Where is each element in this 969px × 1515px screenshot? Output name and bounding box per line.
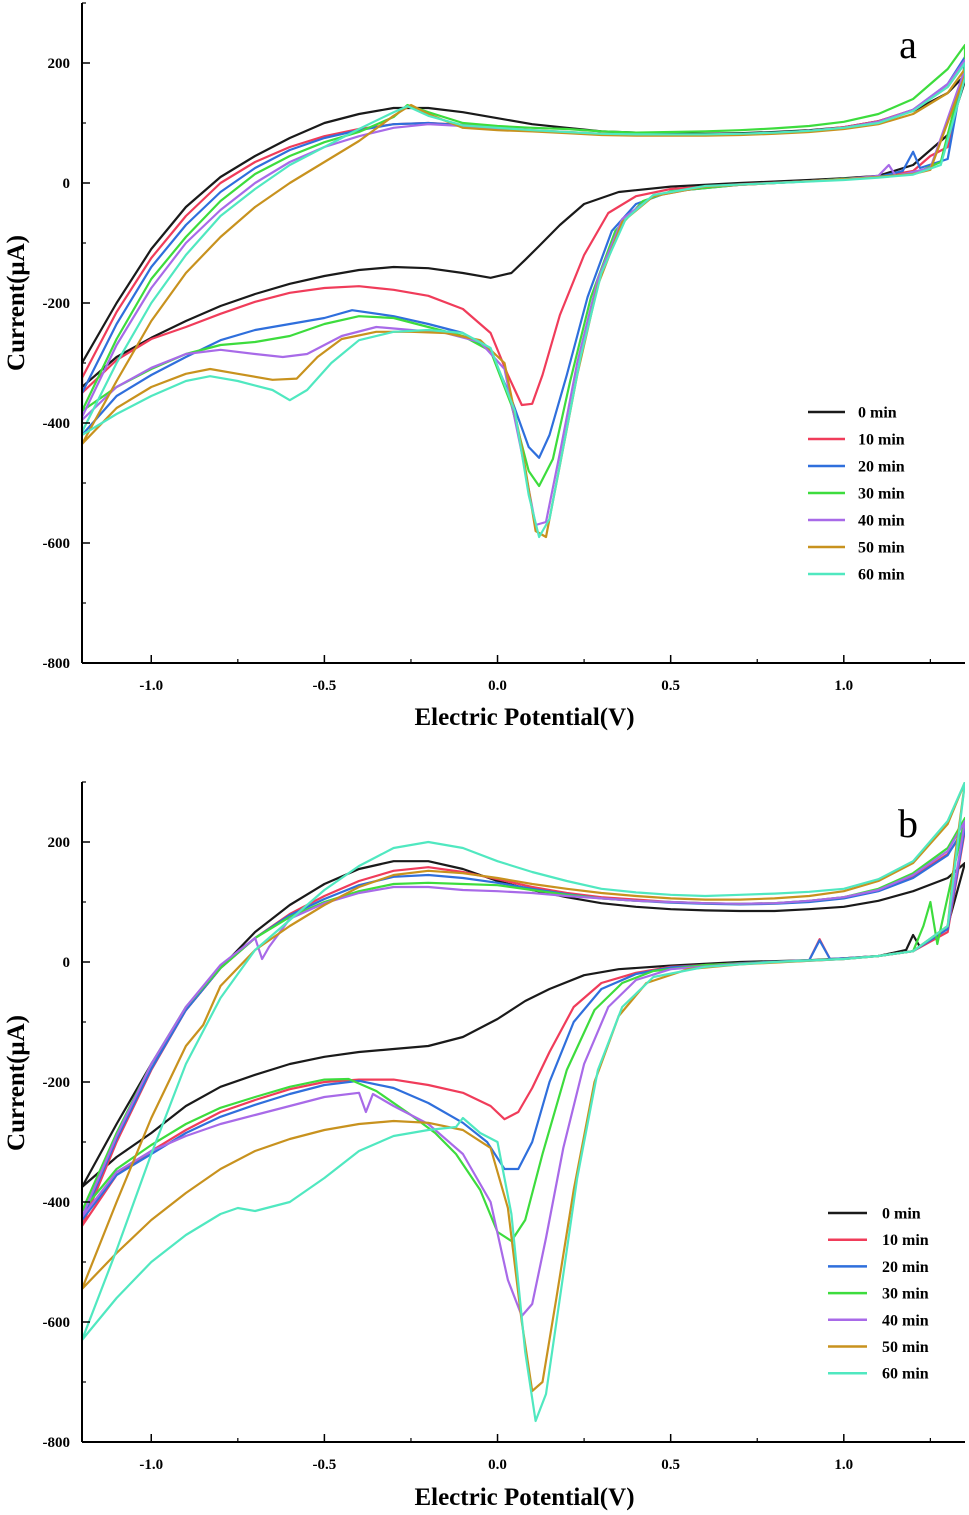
legend-label: 0 min bbox=[882, 1206, 921, 1223]
y-axis-title: Current(μA) bbox=[3, 1015, 30, 1151]
legend-label: 40 min bbox=[858, 513, 905, 530]
series-curve-30-min bbox=[82, 43, 965, 488]
legend: 0 min 10 min 20 min 30 min 40 min 50 min 60 mi… bbox=[828, 1206, 929, 1383]
y-tick-label: -800 bbox=[43, 1435, 71, 1451]
legend-label: 60 min bbox=[882, 1366, 929, 1383]
legend-label: 10 min bbox=[882, 1232, 929, 1249]
legend-label: 0 min bbox=[858, 405, 897, 422]
y-tick-label: -200 bbox=[43, 1075, 71, 1091]
series-curve-0-min bbox=[82, 860, 965, 1189]
legend: 0 min 10 min 20 min 30 min 40 min 50 min 60 mi… bbox=[808, 405, 905, 584]
series-curve-60-min bbox=[82, 782, 965, 1423]
panel-label: b bbox=[898, 801, 918, 846]
series-curve-60-min bbox=[82, 61, 965, 539]
x-tick-label: 0.5 bbox=[661, 1457, 680, 1473]
panel-label: a bbox=[899, 22, 917, 67]
legend-label: 50 min bbox=[858, 540, 905, 557]
y-tick-label: 0 bbox=[63, 176, 71, 192]
chart-panel-b: -1.0 -0.5 0.0 0.5 1.0 -800 -600 -400 -200 0 200 Ele… bbox=[3, 781, 965, 1511]
y-tick-label: 200 bbox=[48, 835, 71, 851]
y-tick-label: 0 bbox=[63, 955, 71, 971]
x-tick-label: 1.0 bbox=[834, 1457, 853, 1473]
series-curve-30-min bbox=[82, 816, 965, 1243]
x-tick-label: -1.0 bbox=[139, 678, 163, 694]
series-curve-0-min bbox=[82, 73, 965, 389]
x-tick-label: -0.5 bbox=[313, 1457, 337, 1473]
y-axis-title: Current(μA) bbox=[3, 235, 30, 371]
series-curve-10-min bbox=[82, 828, 965, 1228]
x-tick-label: 1.0 bbox=[834, 678, 853, 694]
legend-label: 10 min bbox=[858, 432, 905, 449]
legend-label: 50 min bbox=[882, 1339, 929, 1356]
series-curve-20-min bbox=[82, 55, 965, 459]
chart-panel-a: -1.0 -0.5 0.0 0.5 1.0 -800 -600 -400 -200 0 200 Ele… bbox=[3, 2, 965, 731]
x-axis-title: Electric Potential(V) bbox=[414, 1484, 634, 1511]
series-curve-20-min bbox=[82, 825, 965, 1222]
x-axis-title: Electric Potential(V) bbox=[414, 704, 634, 731]
series-curve-10-min bbox=[82, 61, 965, 407]
y-tick-label: -200 bbox=[43, 296, 71, 312]
legend-label: 30 min bbox=[858, 486, 905, 503]
series-curve-40-min bbox=[82, 58, 965, 527]
series-curve-50-min bbox=[82, 782, 965, 1393]
x-tick-label: 0.0 bbox=[488, 678, 507, 694]
series-curve-40-min bbox=[82, 819, 965, 1318]
legend-label: 40 min bbox=[882, 1312, 929, 1329]
y-tick-label: -800 bbox=[43, 656, 71, 672]
legend-label: 20 min bbox=[858, 459, 905, 476]
y-tick-label: -600 bbox=[43, 536, 71, 552]
legend-label: 20 min bbox=[882, 1259, 929, 1276]
y-tick-label: -400 bbox=[43, 1195, 71, 1211]
series-curve-50-min bbox=[82, 67, 965, 539]
x-tick-label: 0.0 bbox=[488, 1457, 507, 1473]
legend-label: 60 min bbox=[858, 567, 905, 584]
x-tick-label: -0.5 bbox=[313, 678, 337, 694]
y-tick-label: -400 bbox=[43, 416, 71, 432]
x-tick-label: -1.0 bbox=[139, 1457, 163, 1473]
y-tick-label: -600 bbox=[43, 1315, 71, 1331]
x-tick-label: 0.5 bbox=[661, 678, 680, 694]
legend-label: 30 min bbox=[882, 1286, 929, 1303]
y-tick-label: 200 bbox=[48, 56, 71, 72]
